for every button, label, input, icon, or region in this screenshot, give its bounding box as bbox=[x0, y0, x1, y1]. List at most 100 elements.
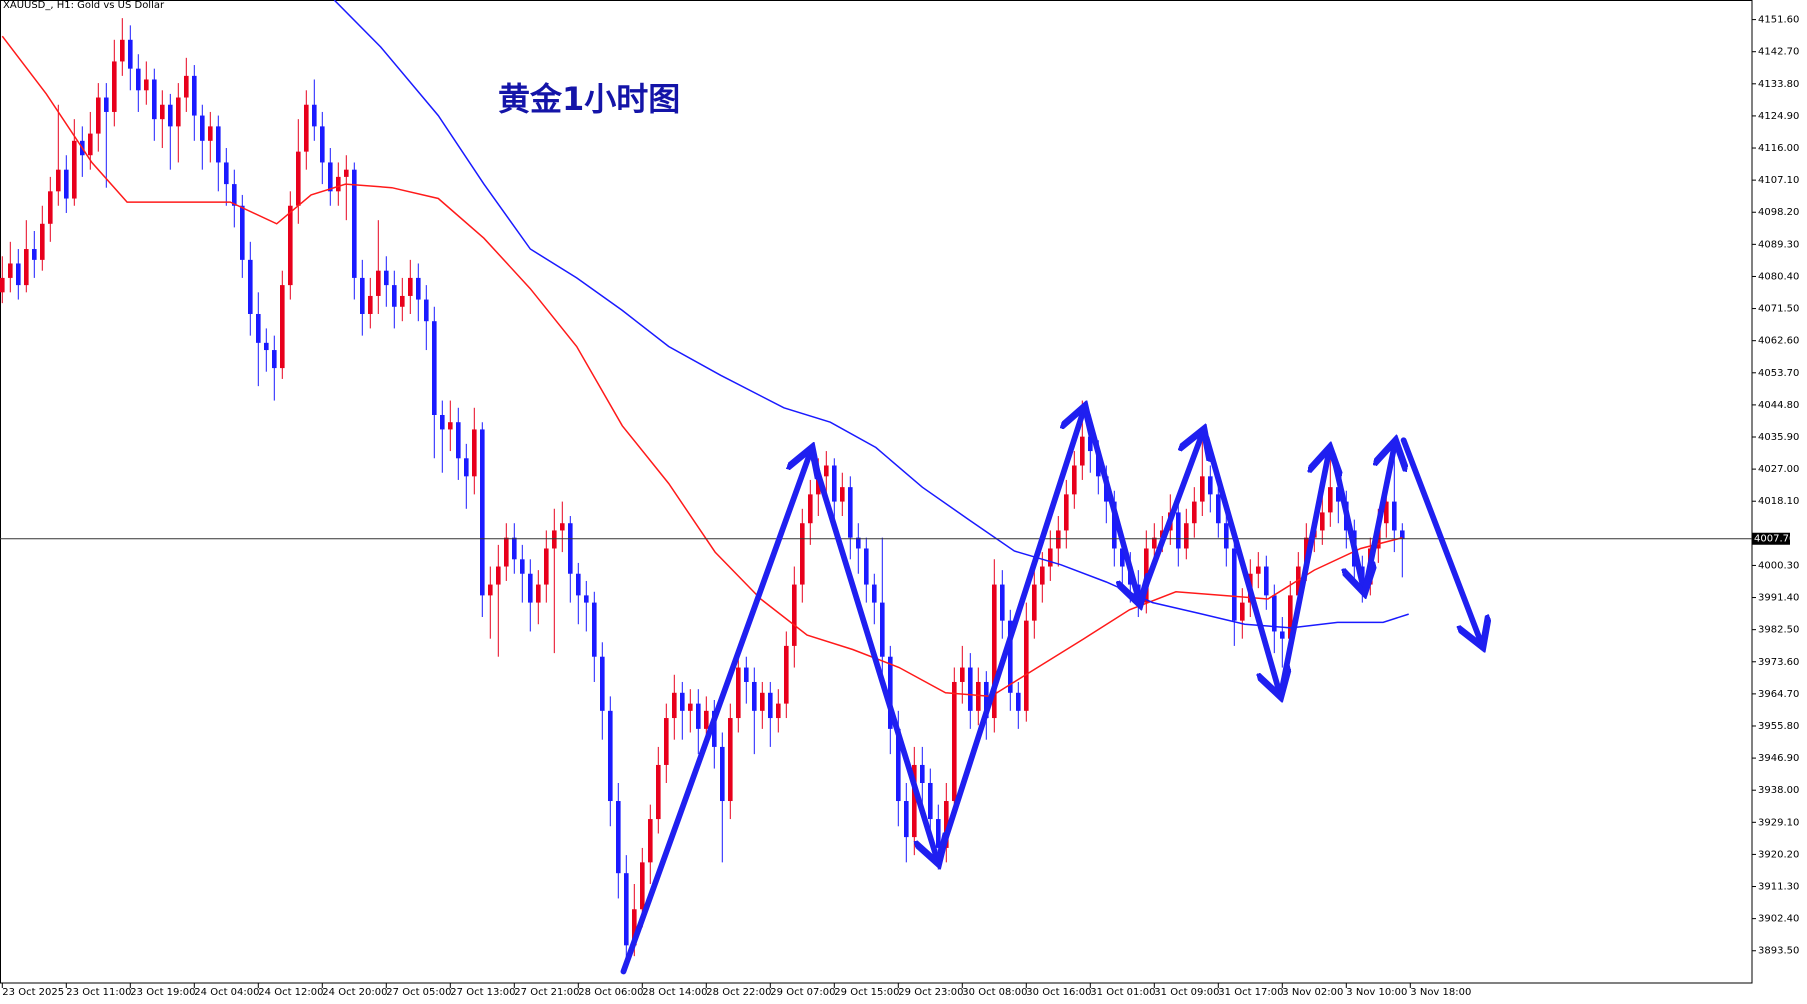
candle-body bbox=[1400, 530, 1405, 539]
candle-body bbox=[1264, 566, 1269, 596]
candle-body bbox=[8, 263, 13, 278]
candle-body bbox=[1040, 566, 1045, 585]
candle-body bbox=[1384, 501, 1389, 524]
candle-body bbox=[896, 728, 901, 802]
candle-body bbox=[504, 537, 509, 567]
candle-body bbox=[640, 862, 645, 910]
y-tick-label: 4018.10 bbox=[1758, 496, 1799, 507]
candle-body bbox=[800, 523, 805, 585]
candle-body bbox=[784, 645, 789, 704]
candle-body bbox=[120, 39, 125, 62]
arrow bbox=[1203, 435, 1280, 692]
candle-body bbox=[440, 414, 445, 430]
y-tick-label: 3929.10 bbox=[1758, 817, 1799, 828]
candle-body bbox=[872, 584, 877, 603]
x-tick-label: 30 Oct 16:00 bbox=[1026, 987, 1091, 998]
candle-body bbox=[288, 205, 293, 286]
y-tick-label: 4098.20 bbox=[1758, 207, 1799, 218]
y-tick-label: 4035.90 bbox=[1758, 432, 1799, 443]
candle-body bbox=[656, 764, 661, 820]
candle-body bbox=[1216, 494, 1221, 524]
x-tick-label: 23 Oct 19:00 bbox=[130, 987, 195, 998]
candle-body bbox=[128, 39, 133, 69]
arrow bbox=[1400, 437, 1481, 642]
candle-body bbox=[192, 75, 197, 116]
candle-body bbox=[376, 270, 381, 296]
y-tick-label: 4000.30 bbox=[1758, 560, 1799, 571]
candle-body bbox=[776, 703, 781, 719]
candle-body bbox=[624, 873, 629, 946]
candle-body bbox=[688, 703, 693, 711]
candle-body bbox=[448, 422, 453, 430]
candle-body bbox=[344, 169, 349, 177]
candle-body bbox=[848, 487, 853, 538]
candle-body bbox=[96, 97, 101, 134]
arrow bbox=[1278, 453, 1328, 695]
y-tick-label: 3982.50 bbox=[1758, 625, 1799, 636]
candle-body bbox=[456, 422, 461, 459]
candle-body bbox=[952, 681, 957, 802]
arrow bbox=[936, 411, 1083, 862]
candle-body bbox=[832, 465, 837, 502]
candle-body bbox=[280, 285, 285, 369]
y-tick-label: 3964.70 bbox=[1758, 689, 1799, 700]
candle-body bbox=[584, 595, 589, 603]
candle-body bbox=[856, 537, 861, 549]
candle-body bbox=[1296, 566, 1301, 596]
candle-body bbox=[112, 61, 117, 112]
candle-body bbox=[1184, 523, 1189, 549]
arrow bbox=[1084, 411, 1139, 599]
candle-body bbox=[760, 692, 765, 711]
candle-body bbox=[904, 801, 909, 838]
candle-body bbox=[464, 458, 469, 477]
candle-body bbox=[1232, 548, 1237, 621]
candle-body bbox=[696, 703, 701, 729]
candle-body bbox=[392, 285, 397, 307]
candle-body bbox=[32, 249, 37, 260]
candle-body bbox=[888, 656, 893, 729]
moving-average bbox=[333, 0, 1409, 629]
candle-body bbox=[0, 277, 5, 293]
candle-body bbox=[168, 104, 173, 127]
candle-body bbox=[1192, 501, 1197, 524]
x-tick-label: 27 Oct 21:00 bbox=[514, 987, 579, 998]
candle-body bbox=[328, 162, 333, 192]
candle-body bbox=[176, 97, 181, 127]
candle-body bbox=[360, 277, 365, 314]
x-tick-label: 31 Oct 01:00 bbox=[1090, 987, 1155, 998]
x-tick-label: 3 Nov 02:00 bbox=[1282, 987, 1343, 998]
x-tick-label: 24 Oct 20:00 bbox=[322, 987, 387, 998]
candle-body bbox=[600, 656, 605, 711]
candle-body bbox=[336, 176, 341, 192]
y-tick-label: 4133.80 bbox=[1758, 79, 1799, 90]
x-tick-label: 29 Oct 15:00 bbox=[834, 987, 899, 998]
candle-body bbox=[592, 602, 597, 657]
candle-body bbox=[352, 169, 357, 278]
y-tick-label: 3955.80 bbox=[1758, 721, 1799, 732]
candle-body bbox=[576, 573, 581, 596]
x-tick-label: 27 Oct 05:00 bbox=[386, 987, 451, 998]
candle-body bbox=[368, 295, 373, 314]
candle-body bbox=[240, 205, 245, 260]
arrow bbox=[1137, 434, 1202, 603]
candle-body bbox=[216, 126, 221, 163]
candle-body bbox=[664, 718, 669, 765]
candle-body bbox=[1080, 436, 1085, 466]
candle-body bbox=[256, 313, 261, 343]
y-tick-label: 4107.10 bbox=[1758, 175, 1799, 186]
candle-body bbox=[752, 681, 757, 711]
candle-body bbox=[720, 746, 725, 802]
candle-body bbox=[1112, 501, 1117, 549]
y-tick-label: 3920.20 bbox=[1758, 849, 1799, 860]
candle-body bbox=[1392, 501, 1397, 531]
candle-body bbox=[1064, 494, 1069, 531]
candle-body bbox=[560, 523, 565, 531]
candle-body bbox=[152, 79, 157, 120]
candle-body bbox=[992, 584, 997, 719]
candle-body bbox=[704, 710, 709, 729]
candle-body bbox=[728, 718, 733, 802]
candle-body bbox=[672, 692, 677, 719]
candle-body bbox=[1320, 512, 1325, 531]
y-tick-label: 4142.70 bbox=[1758, 47, 1799, 58]
candle-body bbox=[632, 909, 637, 946]
